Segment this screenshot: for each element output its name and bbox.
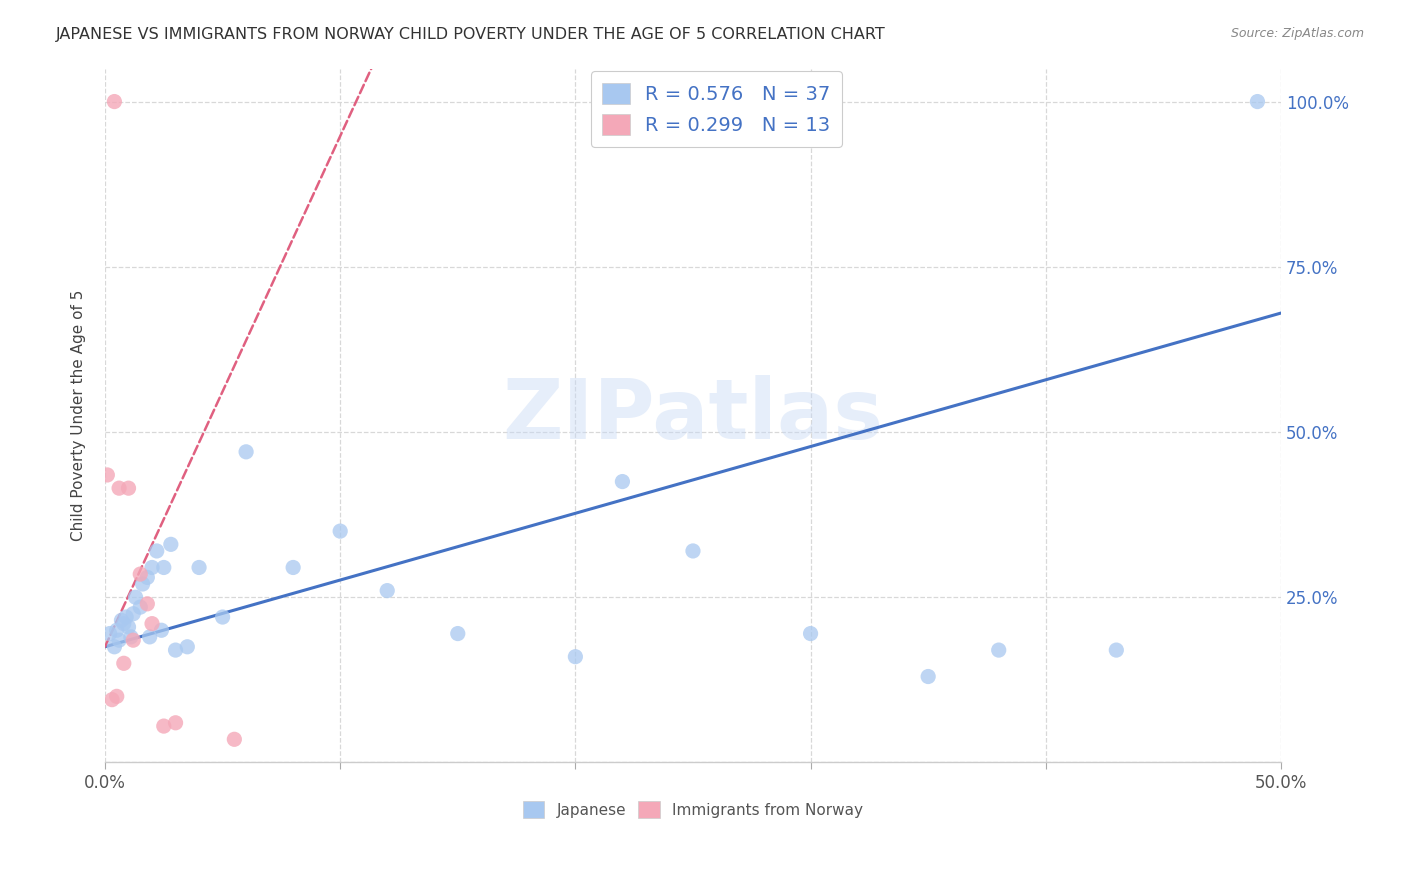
Point [103,95,125,109]
Point [165,643,187,657]
Point [447,626,470,640]
Point [112,657,135,671]
Point [105,624,128,638]
Point [176,640,198,654]
Point [281,560,304,574]
Point [110,613,132,627]
Point [152,719,174,733]
Point [98,626,121,640]
Point [136,597,159,611]
Point [152,560,174,574]
Point [224,732,246,747]
Text: JAPANESE VS IMMIGRANTS FROM NORWAY CHILD POVERTY UNDER THE AGE OF 5 CORRELATION : JAPANESE VS IMMIGRANTS FROM NORWAY CHILD… [56,27,886,42]
Point [612,475,634,489]
Point [141,560,163,574]
Point [138,630,160,644]
Point [108,481,131,495]
Point [108,633,131,648]
Point [124,591,146,605]
Point [188,560,211,574]
Point [375,583,398,598]
Point [120,630,142,644]
Y-axis label: Child Poverty Under the Age of 5: Child Poverty Under the Age of 5 [72,290,86,541]
Text: ZIPatlas: ZIPatlas [502,375,883,456]
Point [129,567,152,582]
Point [150,624,173,638]
Point [117,481,139,495]
Point [682,544,704,558]
Point [1246,95,1268,109]
Point [105,690,128,704]
Point [800,626,823,640]
Point [103,640,125,654]
Point [564,649,586,664]
Point [129,600,152,615]
Legend: Japanese, Immigrants from Norway: Japanese, Immigrants from Norway [517,796,869,824]
Point [917,669,939,683]
Point [101,692,124,706]
Point [122,633,145,648]
Point [165,715,187,730]
Point [145,544,167,558]
Point [1105,643,1128,657]
Text: Source: ZipAtlas.com: Source: ZipAtlas.com [1230,27,1364,40]
Point [117,620,139,634]
Point [987,643,1010,657]
Point [329,524,352,538]
Point [96,467,118,482]
Point [211,610,233,624]
Point [235,445,257,459]
Point [115,610,138,624]
Point [122,607,145,621]
Point [141,616,163,631]
Point [112,616,135,631]
Point [160,537,183,551]
Point [131,577,153,591]
Point [136,570,159,584]
